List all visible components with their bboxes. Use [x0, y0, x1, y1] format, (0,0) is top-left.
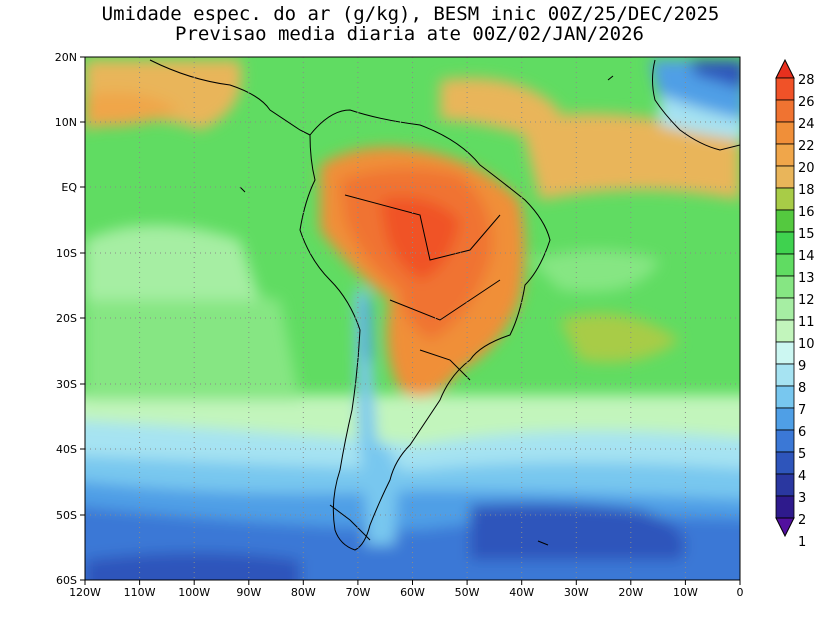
colorbar-swatch: [775, 231, 795, 255]
humidity-field: [85, 57, 740, 580]
lat-label: 30S: [56, 378, 77, 391]
latitude-axis: 20N 10N EQ 10S 20S 30S 40S 50S 60S: [55, 51, 85, 587]
lon-label: 40W: [509, 586, 534, 599]
colorbar-top-arrow: [775, 58, 795, 79]
colorbar-swatch: [775, 253, 795, 277]
colorbar: 28 26 24 22 20 18 16 15 14 13 12 11 10 9 8 7 6 5 4 3 2 1: [775, 58, 815, 550]
colorbar-tick-label: 3: [798, 491, 806, 506]
lat-label: 10S: [56, 247, 77, 260]
colorbar-tick-label: 9: [798, 359, 806, 374]
colorbar-tick-label: 2: [798, 513, 806, 528]
lat-label: EQ: [61, 181, 77, 194]
colorbar-tick-label: 14: [798, 249, 815, 264]
colorbar-tick-label: 13: [798, 271, 815, 286]
longitude-axis: 120W 110W 100W 90W 80W 70W 60W 50W 40W 3…: [69, 580, 744, 599]
colorbar-tick-label: 12: [798, 293, 815, 308]
colorbar-swatch: [775, 385, 795, 409]
colorbar-tick-label: 26: [798, 95, 815, 110]
colorbar-swatch: [775, 99, 795, 123]
lon-label: 0: [737, 586, 744, 599]
colorbar-tick-label: 7: [798, 403, 806, 418]
colorbar-swatch: [775, 429, 795, 453]
colorbar-tick-label: 10: [798, 337, 815, 352]
coastlines: [149, 59, 740, 551]
colorbar-tick-label: 16: [798, 205, 815, 220]
lon-label: 90W: [236, 586, 261, 599]
colorbar-swatch: [775, 341, 795, 365]
lon-label: 100W: [178, 586, 210, 599]
colorbar-tick-label: 4: [798, 469, 806, 484]
colorbar-swatch: [775, 209, 795, 233]
colorbar-tick-label: 1: [798, 535, 806, 550]
colorbar-tick-label: 18: [798, 183, 815, 198]
colorbar-swatch: [775, 143, 795, 167]
lon-label: 20W: [618, 586, 643, 599]
lon-label: 10W: [673, 586, 698, 599]
colorbar-tick-label: 28: [798, 73, 815, 88]
lat-label: 20S: [56, 312, 77, 325]
lat-label: 40S: [56, 443, 77, 456]
lon-label: 30W: [564, 586, 589, 599]
colorbar-tick-label: 22: [798, 139, 815, 154]
lon-label: 110W: [124, 586, 156, 599]
map-title-line-1: Umidade espec. do ar (g/kg), BESM inic 0…: [101, 3, 720, 25]
colorbar-tick-label: 11: [798, 315, 815, 330]
lat-label: 60S: [56, 574, 77, 587]
colorbar-swatch: [775, 275, 795, 299]
colorbar-swatch: [775, 319, 795, 343]
colorbar-swatch: [775, 121, 795, 145]
colorbar-bottom-arrow: [775, 517, 795, 538]
lat-label: 50S: [56, 509, 77, 522]
colorbar-swatch: [775, 495, 795, 519]
lon-label: 70W: [345, 586, 370, 599]
colorbar-swatch: [775, 451, 795, 475]
colorbar-swatch: [775, 165, 795, 189]
colorbar-tick-label: 5: [798, 447, 806, 462]
map-title-line-2: Previsao media diaria ate 00Z/02/JAN/202…: [175, 23, 644, 45]
lat-label: 10N: [55, 116, 77, 129]
colorbar-tick-label: 6: [798, 425, 806, 440]
lon-label: 120W: [69, 586, 101, 599]
lat-label: 20N: [55, 51, 77, 64]
colorbar-swatch: [775, 77, 795, 101]
colorbar-swatch: [775, 187, 795, 211]
lon-label: 60W: [400, 586, 425, 599]
colorbar-swatch: [775, 363, 795, 387]
colorbar-tick-label: 24: [798, 117, 815, 132]
colorbar-swatch: [775, 297, 795, 321]
lon-label: 80W: [291, 586, 316, 599]
colorbar-tick-label: 15: [798, 227, 815, 242]
colorbar-swatch: [775, 407, 795, 431]
colorbar-tick-label: 8: [798, 381, 806, 396]
colorbar-tick-label: 20: [798, 161, 815, 176]
lat-lon-grid: [85, 57, 740, 580]
colorbar-swatch: [775, 473, 795, 497]
lon-label: 50W: [455, 586, 480, 599]
